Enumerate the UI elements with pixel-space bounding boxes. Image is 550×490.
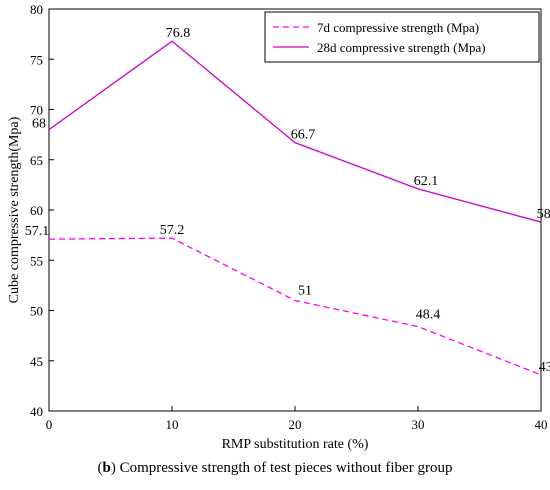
y-tick-label: 75 — [30, 52, 43, 67]
x-tick-label: 20 — [289, 417, 302, 432]
y-tick-label: 80 — [30, 2, 43, 17]
chart: 0 10 20 30 40 40 45 50 55 60 65 70 75 80 57.1 57.2 51 48… — [7, 2, 550, 452]
data-label: 43.6 — [539, 360, 550, 375]
x-tick-label: 40 — [535, 417, 548, 432]
figure-caption: (b) Compressive strength of test pieces … — [97, 460, 453, 476]
x-axis-title: RMP substitution rate (%) — [222, 437, 369, 452]
plot-frame — [48, 8, 542, 412]
data-label: 68 — [32, 117, 46, 132]
data-label: 51 — [298, 283, 312, 298]
series-line — [48, 237, 542, 376]
x-tick-label: 30 — [412, 417, 425, 432]
y-tick-label: 40 — [30, 404, 43, 419]
data-label: 48.4 — [416, 308, 441, 323]
y-tick-label: 65 — [30, 153, 43, 168]
axes: 0 10 20 30 40 40 45 50 55 60 65 70 75 80 — [30, 2, 548, 432]
y-tick-label: 55 — [30, 253, 43, 268]
legend: 7d compressive strength (Mpa) 28d compres… — [264, 11, 540, 63]
x-tick-label: 10 — [166, 417, 179, 432]
y-tick-label: 70 — [30, 103, 43, 118]
data-label: 57.2 — [160, 223, 185, 238]
caption-text: Compressive strength of test pieces with… — [119, 460, 453, 476]
data-label: 62.1 — [414, 174, 439, 189]
data-label: 57.1 — [25, 224, 50, 239]
data-label: 58.8 — [537, 207, 550, 222]
legend-label: 7d compressive strength (Mpa) — [317, 20, 479, 35]
y-tick-label: 45 — [30, 354, 43, 369]
data-label: 66.7 — [291, 128, 316, 143]
legend-box — [264, 11, 540, 63]
series-layer — [48, 40, 542, 376]
y-axis-title: Cube compressive strength(Mpa) — [7, 116, 22, 303]
data-labels: 57.1 57.2 51 48.4 43.6 68 76.8 66.7 62.1 58.8 — [25, 26, 550, 375]
x-tick-label: 0 — [46, 417, 53, 432]
data-label: 76.8 — [166, 26, 191, 41]
y-tick-label: 60 — [30, 203, 43, 218]
legend-label: 28d compressive strength (Mpa) — [317, 40, 486, 55]
caption-prefix: b — [102, 460, 111, 476]
y-tick-label: 50 — [30, 304, 43, 319]
series-line — [48, 40, 542, 223]
